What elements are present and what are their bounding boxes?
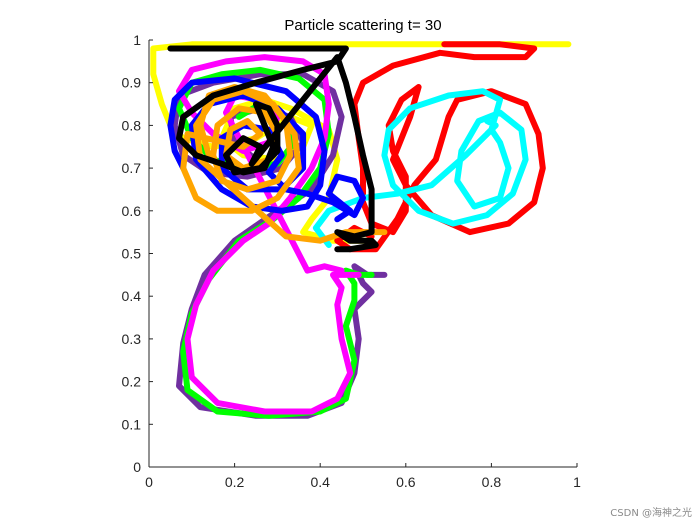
x-tick-label: 0.8 xyxy=(482,474,502,490)
y-tick-label: 0.8 xyxy=(122,117,142,133)
y-tick-label: 0.5 xyxy=(122,246,142,262)
y-tick-label: 1 xyxy=(133,32,141,48)
y-tick-label: 0.1 xyxy=(122,416,142,432)
x-tick-label: 1 xyxy=(573,474,581,490)
chart-title: Particle scattering t= 30 xyxy=(284,17,441,34)
x-tick-labels: 0 0.2 0.4 0.6 0.8 1 xyxy=(145,474,581,490)
x-tick-label: 0.6 xyxy=(396,474,416,490)
x-tick-label: 0 xyxy=(145,474,153,490)
y-tick-label: 0.6 xyxy=(122,203,142,219)
y-tick-labels: 0 0.1 0.2 0.3 0.4 0.5 0.6 0.7 0.8 0.9 1 xyxy=(122,32,142,475)
y-tick-label: 0.9 xyxy=(122,75,142,91)
series-layer xyxy=(150,41,572,419)
x-tick-label: 0.4 xyxy=(310,474,330,490)
series-line-7 xyxy=(167,75,366,223)
y-tick-label: 0.7 xyxy=(122,160,142,176)
watermark-text: CSDN @海神之光 xyxy=(610,508,692,519)
y-tick-label: 0.2 xyxy=(122,374,142,390)
y-tick-label: 0 xyxy=(133,459,141,475)
axes-frame xyxy=(148,39,578,468)
series-line-9 xyxy=(167,45,379,253)
y-tick-label: 0.3 xyxy=(122,331,142,347)
x-tick-label: 0.2 xyxy=(225,474,245,490)
series-line-3 xyxy=(312,88,529,248)
series-line-2 xyxy=(334,41,546,253)
y-tick-label: 0.4 xyxy=(122,288,142,304)
series-line-8 xyxy=(180,84,388,244)
